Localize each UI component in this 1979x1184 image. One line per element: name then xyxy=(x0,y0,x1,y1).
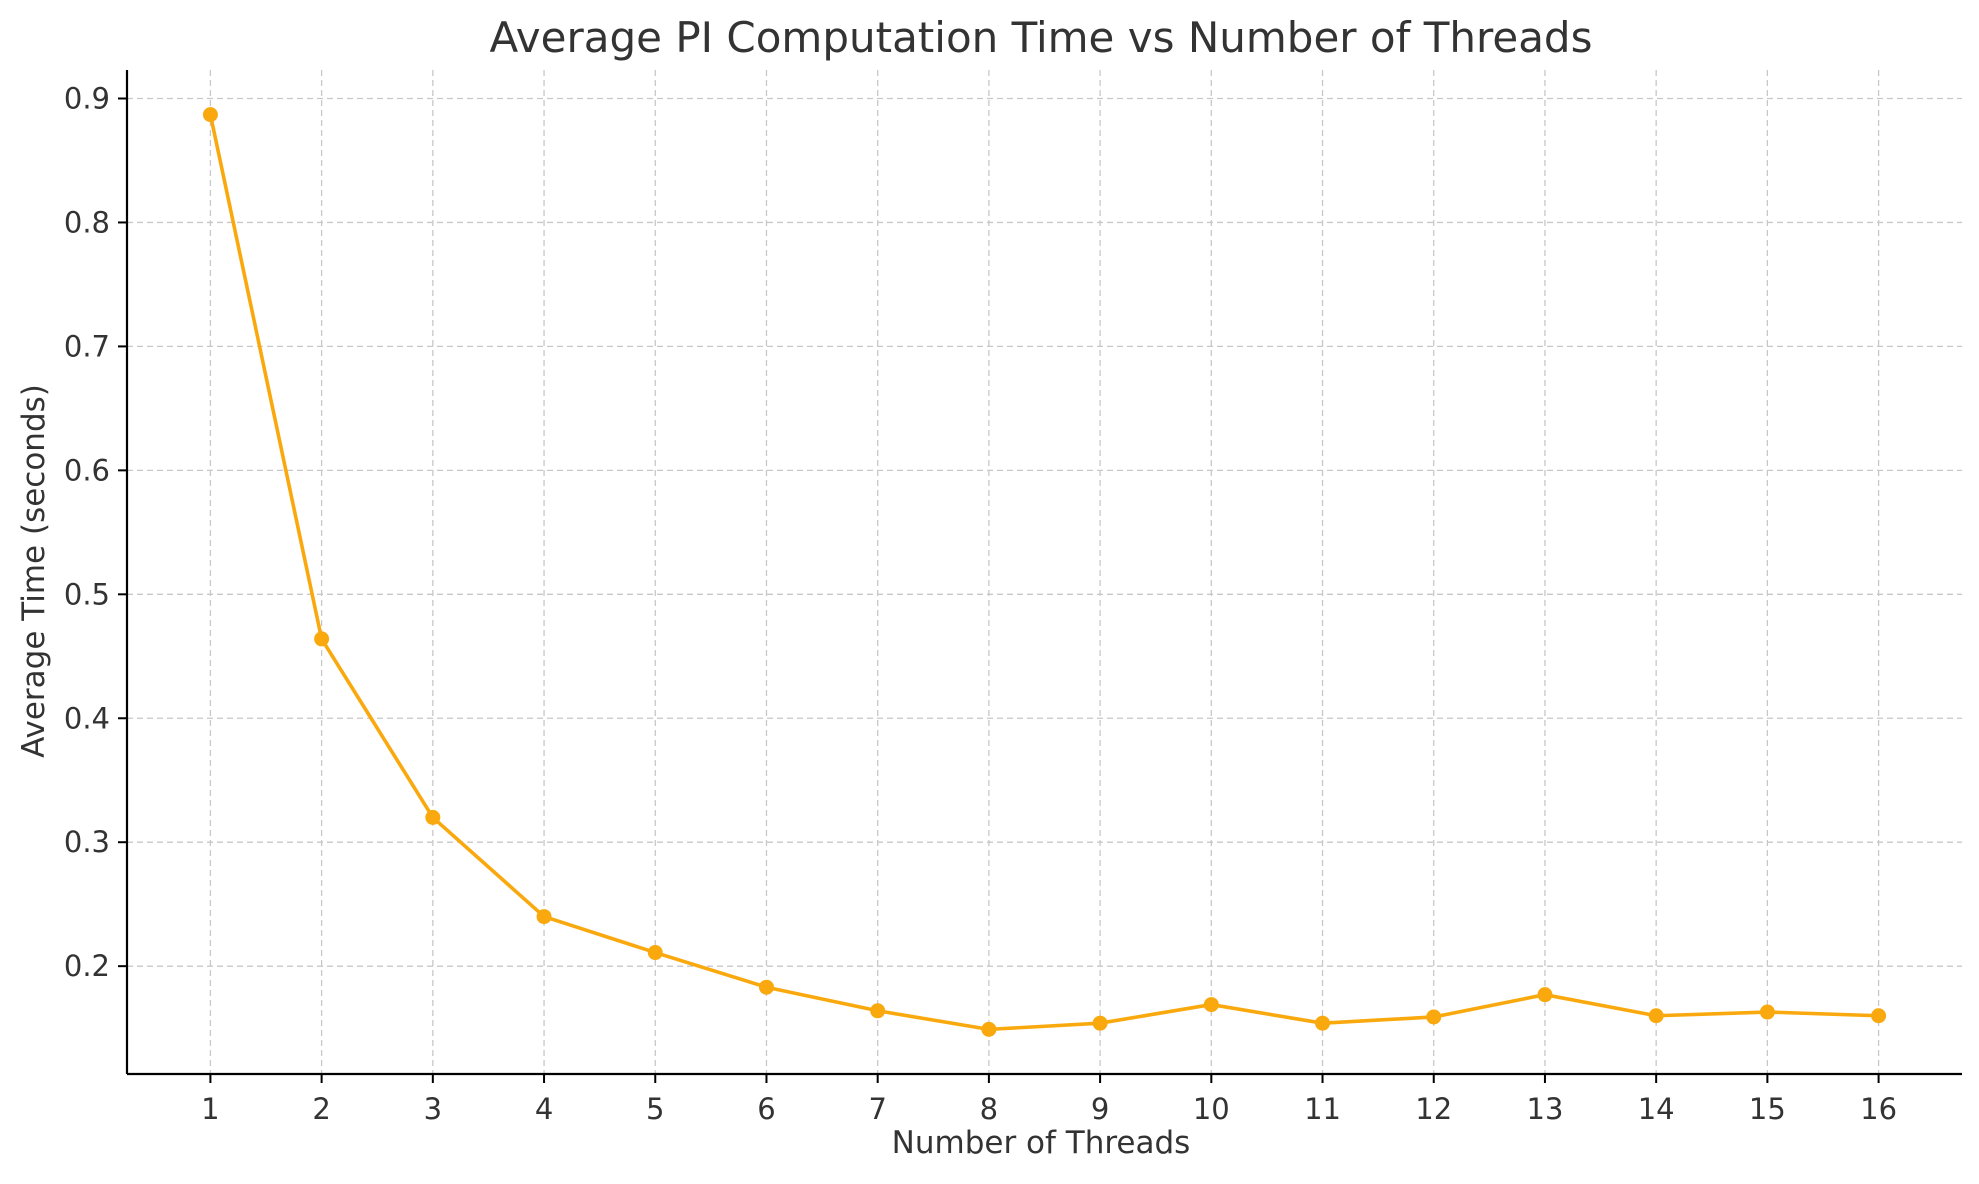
data-point xyxy=(1426,1009,1442,1025)
x-tick-label: 14 xyxy=(1638,1092,1675,1126)
x-tick-label: 13 xyxy=(1527,1092,1564,1126)
x-tick-label: 2 xyxy=(312,1092,330,1126)
x-tick-label: 5 xyxy=(646,1092,664,1126)
data-point xyxy=(1203,997,1219,1013)
y-tick-label: 0.4 xyxy=(64,701,110,735)
y-tick-label: 0.9 xyxy=(64,82,110,116)
y-tick-label: 0.3 xyxy=(64,825,110,859)
x-tick-label: 1 xyxy=(201,1092,219,1126)
y-tick-label: 0.7 xyxy=(64,329,110,363)
data-point xyxy=(1648,1008,1664,1024)
x-tick-label: 15 xyxy=(1749,1092,1786,1126)
y-tick-label: 0.5 xyxy=(64,577,110,611)
x-tick-label: 9 xyxy=(1091,1092,1109,1126)
series xyxy=(202,107,1887,1037)
x-tick-label: 3 xyxy=(424,1092,442,1126)
y-axis-label: Average Time (seconds) xyxy=(16,384,52,758)
data-point xyxy=(647,945,663,961)
x-tick-label: 6 xyxy=(757,1092,775,1126)
x-tick-label: 8 xyxy=(980,1092,998,1126)
x-axis-label: Number of Threads xyxy=(892,1125,1191,1161)
x-tick-label: 4 xyxy=(535,1092,553,1126)
x-tick-label: 12 xyxy=(1415,1092,1452,1126)
data-point xyxy=(758,979,774,995)
data-point xyxy=(536,909,552,925)
series-line xyxy=(208,112,1881,1032)
data-point xyxy=(1871,1008,1887,1024)
data-point xyxy=(1092,1015,1108,1031)
data-point xyxy=(1759,1004,1775,1020)
y-tick-label: 0.2 xyxy=(64,949,110,983)
ticks: 1 2 3 4 5 6 7 8 9 10 11 12 13 14 15 160.20.30.40.50.60.… xyxy=(64,82,1897,1126)
data-point xyxy=(314,631,330,647)
x-tick-label: 11 xyxy=(1304,1092,1341,1126)
grid xyxy=(127,70,1962,1074)
x-tick-label: 7 xyxy=(868,1092,886,1126)
axes xyxy=(125,70,1962,1076)
data-point xyxy=(202,107,218,123)
y-tick-label: 0.6 xyxy=(64,453,110,487)
x-tick-label: 16 xyxy=(1860,1092,1897,1126)
data-point xyxy=(981,1021,997,1037)
data-point xyxy=(1537,987,1553,1003)
y-tick-label: 0.8 xyxy=(64,205,110,239)
data-point xyxy=(1315,1015,1331,1031)
data-point xyxy=(425,809,441,825)
data-point xyxy=(870,1003,886,1019)
chart-title: Average PI Computation Time vs Number of… xyxy=(490,13,1593,62)
x-tick-label: 10 xyxy=(1193,1092,1230,1126)
